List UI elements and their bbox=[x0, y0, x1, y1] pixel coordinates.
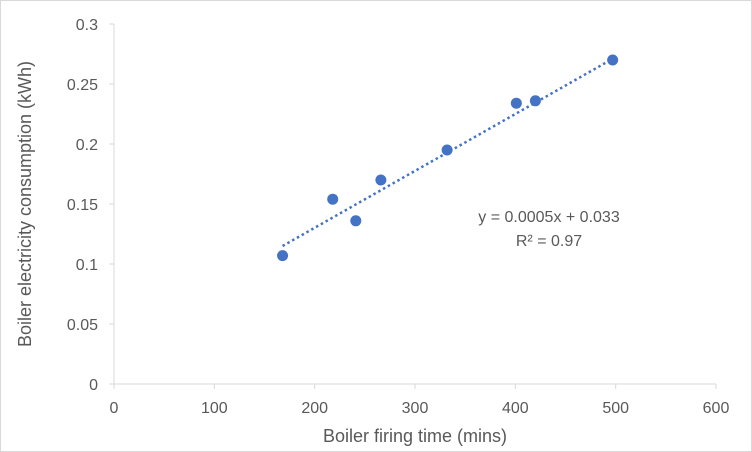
trendline-equation: y = 0.0005x + 0.033 bbox=[478, 209, 620, 226]
data-point bbox=[529, 95, 541, 107]
x-tick-label: 200 bbox=[301, 400, 328, 417]
tick-labels: 0 100 200 300 400 500 600 0 0.05 0.1 0.15 0.2 0.25 0.… bbox=[67, 17, 730, 417]
data-point bbox=[277, 250, 289, 262]
y-tick-label: 0.05 bbox=[67, 317, 98, 334]
data-point bbox=[607, 54, 619, 66]
y-axis-title: Boiler electricity consumption (kWh) bbox=[15, 61, 35, 347]
y-tick-label: 0.15 bbox=[67, 197, 98, 214]
x-tick-label: 0 bbox=[110, 400, 119, 417]
data-points bbox=[277, 54, 619, 262]
x-tick-label: 600 bbox=[703, 400, 730, 417]
y-tick-label: 0.3 bbox=[76, 17, 98, 34]
y-tick-label: 0 bbox=[89, 377, 98, 394]
axes bbox=[109, 23, 717, 389]
y-tick-label: 0.2 bbox=[76, 137, 98, 154]
trendline-r-squared: R² = 0.97 bbox=[516, 233, 582, 250]
y-tick-label: 0.1 bbox=[76, 257, 98, 274]
data-point bbox=[327, 193, 339, 205]
x-tick-label: 300 bbox=[402, 400, 429, 417]
x-tick-label: 500 bbox=[602, 400, 629, 417]
data-point bbox=[350, 215, 362, 227]
x-axis-title: Boiler firing time (mins) bbox=[323, 426, 507, 446]
data-point bbox=[375, 174, 387, 186]
data-point bbox=[441, 144, 453, 156]
data-point bbox=[510, 97, 522, 109]
x-tick-label: 100 bbox=[201, 400, 228, 417]
x-tick-label: 400 bbox=[502, 400, 529, 417]
y-tick-label: 0.25 bbox=[67, 77, 98, 94]
